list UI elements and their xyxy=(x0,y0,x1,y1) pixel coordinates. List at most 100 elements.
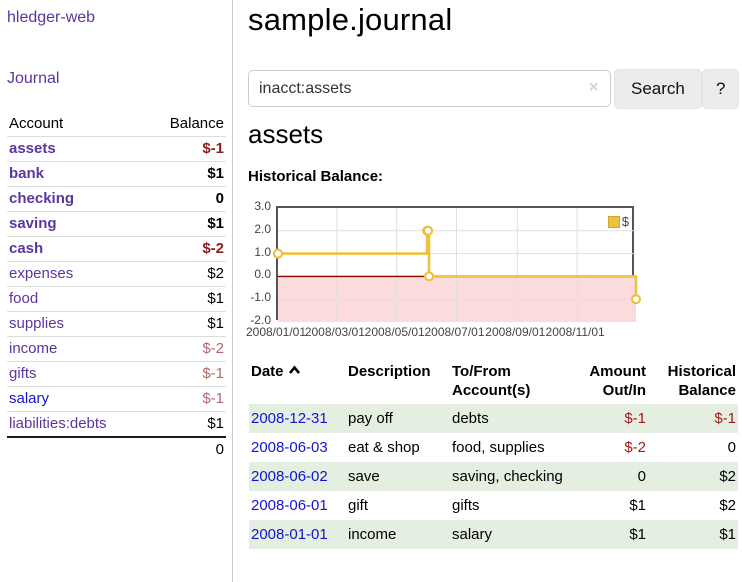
register-row: 2008-12-31 pay off debts $-1 $-1 xyxy=(249,404,738,433)
x-axis-tick-label: 2008/09/01 xyxy=(485,325,546,339)
account-row: income $-2 xyxy=(7,336,226,362)
register-row: 2008-06-01 gift gifts $1 $2 xyxy=(249,491,738,520)
accounts-total-row: 0 xyxy=(7,436,226,462)
transaction-description: income xyxy=(348,526,397,543)
transaction-description: save xyxy=(348,468,380,485)
transaction-balance: $2 xyxy=(719,468,736,485)
search-button[interactable]: Search xyxy=(614,69,702,109)
transaction-amount: $-2 xyxy=(624,439,646,456)
main-content: sample.journal × Search ? assets Histori… xyxy=(246,0,742,582)
sort-ascending-icon xyxy=(288,365,300,374)
accounts-header-account: Account xyxy=(9,115,64,132)
transaction-date-link[interactable]: 2008-12-31 xyxy=(251,410,328,427)
transaction-description: pay off xyxy=(348,410,393,427)
x-axis-tick-label: 2008/11/01 xyxy=(545,325,605,339)
account-balance: $-2 xyxy=(146,236,226,262)
register-header-row: Date Description To/From Account(s) Amou… xyxy=(249,360,738,404)
transaction-amount: 0 xyxy=(637,468,646,485)
account-balance: $-1 xyxy=(146,361,226,387)
account-balance: $-2 xyxy=(146,336,226,362)
accounts-table-body: assets $-1 bank $1 checking 0 saving $1 cash $-2 e… xyxy=(7,136,226,437)
clear-search-icon[interactable]: × xyxy=(589,79,599,96)
transaction-balance: $2 xyxy=(719,497,736,514)
account-title: assets xyxy=(248,119,324,149)
search-form: × Search ? xyxy=(248,69,742,109)
account-balance: $1 xyxy=(146,211,226,237)
chart-section-label: Historical Balance: xyxy=(248,168,384,185)
account-row: salary $-1 xyxy=(7,386,226,412)
register-row: 2008-01-01 income salary $1 $1 xyxy=(249,520,738,549)
account-link-checking[interactable]: checking xyxy=(9,190,75,207)
account-row: bank $1 xyxy=(7,161,226,187)
transaction-date-link[interactable]: 2008-06-03 xyxy=(251,439,328,456)
transaction-balance: $-1 xyxy=(714,410,736,427)
transaction-balance: 0 xyxy=(727,439,736,456)
account-link-liabilities-debts[interactable]: liabilities:debts xyxy=(9,415,107,432)
account-link-expenses[interactable]: expenses xyxy=(9,265,74,282)
chart-canvas xyxy=(272,208,642,322)
account-link-gifts[interactable]: gifts xyxy=(9,365,37,382)
account-balance: $-1 xyxy=(146,386,226,412)
account-row: cash $-2 xyxy=(7,236,226,262)
x-axis-tick-label: 2008/03/01 xyxy=(304,325,365,339)
transaction-accounts: salary xyxy=(452,526,493,543)
y-axis-tick-label: 0.0 xyxy=(254,267,271,282)
register-header-balance: Historical Balance xyxy=(667,363,736,399)
account-link-supplies[interactable]: supplies xyxy=(9,315,65,332)
transaction-amount: $-1 xyxy=(624,410,646,427)
account-balance: $1 xyxy=(146,311,226,337)
help-button[interactable]: ? xyxy=(702,69,740,109)
transaction-date-link[interactable]: 2008-06-01 xyxy=(251,497,328,514)
account-row: saving $1 xyxy=(7,211,226,237)
account-link-cash[interactable]: cash xyxy=(9,240,44,257)
transaction-description: gift xyxy=(348,497,369,514)
y-axis-tick-label: 1.0 xyxy=(254,244,271,259)
account-link-bank[interactable]: bank xyxy=(9,165,45,182)
y-axis-tick-label: 3.0 xyxy=(254,199,271,213)
x-axis-tick-label: 2008/07/01 xyxy=(424,325,485,339)
x-axis-tick-label: 2008/05/01 xyxy=(364,325,425,339)
register-row: 2008-06-02 save saving, checking 0 $2 xyxy=(249,462,738,491)
account-balance: $1 xyxy=(146,161,226,187)
page-title: sample.journal xyxy=(248,2,453,37)
account-balance: $1 xyxy=(146,286,226,312)
accounts-header-balance: Balance xyxy=(169,115,224,132)
register-table: Date Description To/From Account(s) Amou… xyxy=(249,360,738,549)
y-axis-tick-label: -1.0 xyxy=(250,290,271,305)
account-balance: $-1 xyxy=(146,136,226,162)
register-row: 2008-06-03 eat & shop food, supplies $-2 0 xyxy=(249,433,738,462)
account-row: checking 0 xyxy=(7,186,226,212)
account-row: supplies $1 xyxy=(7,311,226,337)
y-axis-tick-label: -2.0 xyxy=(250,313,271,327)
account-link-food[interactable]: food xyxy=(9,290,39,307)
sidebar-item-journal[interactable]: Journal xyxy=(7,70,60,87)
account-balance: $2 xyxy=(146,261,226,287)
search-input[interactable] xyxy=(248,70,611,107)
y-axis-tick-label: 2.0 xyxy=(254,221,271,236)
register-header-amount: Amount Out/In xyxy=(589,363,646,399)
app-brand-link[interactable]: hledger-web xyxy=(7,9,96,26)
account-link-saving[interactable]: saving xyxy=(9,215,57,232)
transaction-date-link[interactable]: 2008-06-02 xyxy=(251,468,328,485)
register-table-body: 2008-12-31 pay off debts $-1 $-1 2008-06-03 ea… xyxy=(249,404,738,549)
account-link-salary[interactable]: salary xyxy=(9,390,50,407)
account-row: assets $-1 xyxy=(7,136,226,162)
chart-plot-area[interactable]: $ xyxy=(272,206,642,322)
account-balance: $1 xyxy=(146,411,226,437)
accounts-total-value: 0 xyxy=(146,436,226,462)
transaction-balance: $1 xyxy=(719,526,736,543)
transaction-date-link[interactable]: 2008-01-01 xyxy=(251,526,328,543)
transaction-amount: $1 xyxy=(629,497,646,514)
transaction-accounts: saving, checking xyxy=(452,468,563,485)
transaction-accounts: gifts xyxy=(452,497,480,514)
register-header-date[interactable]: Date xyxy=(249,360,346,404)
x-axis-tick-label: 2008/01/01 xyxy=(245,325,307,339)
transaction-description: eat & shop xyxy=(348,439,420,456)
transaction-accounts: food, supplies xyxy=(452,439,545,456)
account-link-income[interactable]: income xyxy=(9,340,58,357)
account-link-assets[interactable]: assets xyxy=(9,140,56,157)
sidebar: hledger-web Journal Account Balance asse… xyxy=(0,0,233,582)
register-header-accounts: To/From Account(s) xyxy=(452,363,531,399)
account-row: food $1 xyxy=(7,286,226,312)
transaction-amount: $1 xyxy=(629,526,646,543)
